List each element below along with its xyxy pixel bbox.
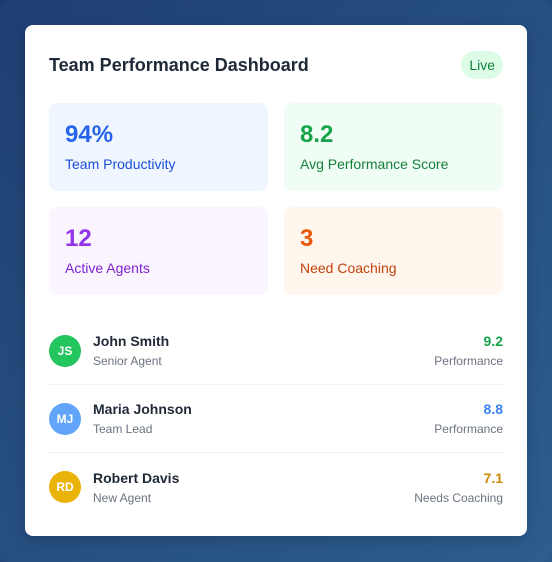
stat-label: Team Productivity (65, 156, 176, 172)
agent-row-john-smith[interactable]: JS John Smith Senior Agent 9.2 Performan… (49, 317, 503, 385)
avatar: MJ (49, 402, 81, 435)
agent-info: RD Robert Davis New Agent (49, 469, 179, 506)
agent-info: MJ Maria Johnson Team Lead (49, 400, 192, 437)
stat-card-active-agents: 12 Active Agents (49, 207, 268, 295)
agent-score: 8.8 (483, 401, 503, 417)
agent-role: Senior Agent (93, 354, 162, 368)
stat-label: Avg Performance Score (300, 156, 449, 172)
agent-row-maria-johnson[interactable]: MJ Maria Johnson Team Lead 8.8 Performan… (49, 385, 503, 453)
stat-card-need-coaching: 3 Need Coaching (284, 207, 503, 295)
agent-role: Team Lead (93, 422, 153, 436)
agent-score: 9.2 (483, 333, 503, 349)
agent-row-robert-davis[interactable]: RD Robert Davis New Agent 7.1 Needs Coac… (49, 453, 503, 521)
agent-name: Maria Johnson (93, 401, 192, 417)
agent-score-label: Performance (434, 354, 503, 368)
live-status-badge: Live (461, 51, 503, 79)
agent-score-block: 8.8 Performance (434, 400, 503, 437)
agent-info: JS John Smith Senior Agent (49, 332, 169, 369)
agent-role: New Agent (93, 490, 152, 505)
agent-name: Robert Davis (93, 469, 180, 486)
dashboard-title: Team Performance Dashboard (49, 54, 309, 75)
stat-value: 94% (65, 121, 114, 148)
agent-score-label: Performance (434, 422, 503, 436)
stat-value: 12 (65, 225, 92, 252)
stat-value: 8.2 (300, 121, 334, 148)
stat-label: Active Agents (65, 260, 150, 276)
stat-card-productivity: 94% Team Productivity (49, 103, 268, 191)
stats-grid: 94% Team Productivity 8.2 Avg Performanc… (49, 103, 503, 295)
dashboard-card: Team Performance Dashboard Live 94% Team… (25, 25, 527, 536)
avatar: JS (49, 334, 81, 367)
stat-card-avg-score: 8.2 Avg Performance Score (284, 103, 503, 191)
stat-label: Need Coaching (300, 260, 397, 276)
agent-score: 7.1 (483, 469, 503, 486)
stat-value: 3 (300, 225, 314, 252)
agent-score-block: 9.2 Performance (434, 332, 503, 369)
agent-score-label: Needs Coaching (414, 490, 503, 505)
avatar: RD (49, 471, 81, 503)
agent-list: JS John Smith Senior Agent 9.2 Performan… (49, 317, 503, 521)
agent-score-block: 7.1 Needs Coaching (414, 469, 503, 506)
agent-name: John Smith (93, 333, 170, 349)
dashboard-header: Team Performance Dashboard Live (49, 50, 503, 80)
